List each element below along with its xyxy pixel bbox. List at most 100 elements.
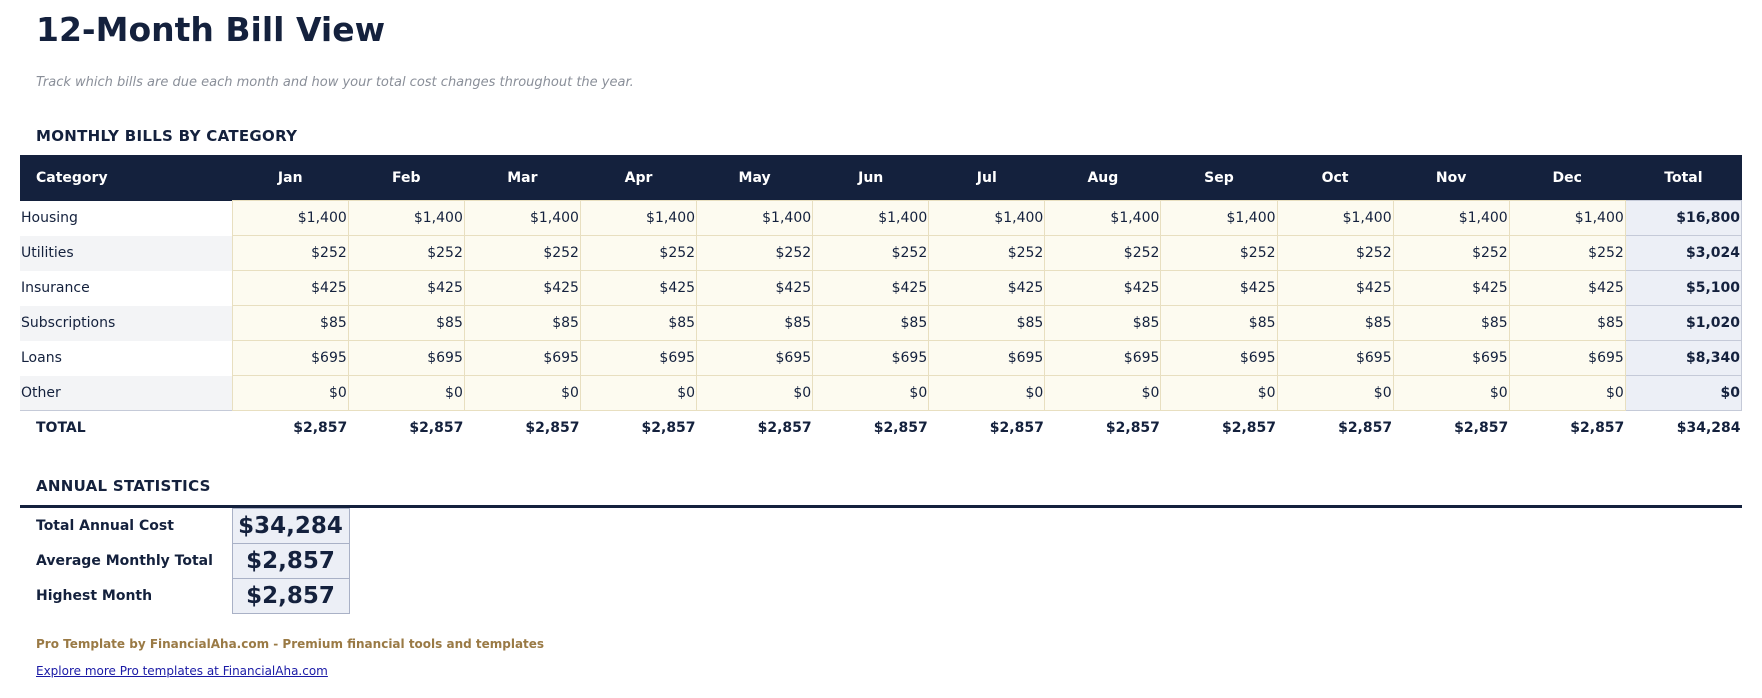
amount-cell: $252	[347, 235, 465, 271]
amount-cell: $1,400	[812, 200, 930, 236]
title: 12-Month Bill View	[36, 10, 386, 49]
amount-cell: $0	[579, 375, 698, 411]
amount-cell: $695	[1044, 340, 1162, 376]
amount-cell: $3,024	[1624, 235, 1743, 271]
amount-cell: $85	[579, 305, 698, 341]
category-cell: Housing	[20, 200, 233, 236]
amount-cell: $252	[696, 235, 814, 271]
column-header: Jun	[812, 155, 929, 201]
amount-cell: $252	[1508, 235, 1626, 271]
column-header: Dec	[1509, 155, 1626, 201]
amount-cell: $85	[928, 305, 1046, 341]
amount-cell: $1,400	[1508, 200, 1626, 236]
amount-cell: $0	[347, 375, 465, 411]
category-cell: Utilities	[20, 235, 233, 271]
amount-cell: $1,400	[928, 200, 1046, 236]
column-header: Mar	[464, 155, 581, 201]
amount-cell: $425	[1160, 270, 1278, 306]
amount-cell: $0	[1044, 375, 1162, 411]
category-cell: Subscriptions	[20, 305, 233, 341]
amount-cell: $0	[1276, 375, 1394, 411]
amount-cell: $425	[1392, 270, 1510, 306]
column-header: May	[696, 155, 813, 201]
amount-cell: $425	[928, 270, 1046, 306]
total-cell: $2,857	[1160, 410, 1278, 445]
section-heading: MONTHLY BILLS BY CATEGORY	[36, 127, 298, 145]
amount-cell: $252	[928, 235, 1046, 271]
amount-cell: $85	[231, 305, 349, 341]
amount-cell: $695	[1392, 340, 1510, 376]
footer-credit: Pro Template by FinancialAha.com - Premi…	[36, 637, 545, 651]
total-cell: $2,857	[580, 410, 697, 445]
amount-cell: $0	[696, 375, 814, 411]
amount-cell: $695	[1160, 340, 1278, 376]
amount-cell: $252	[1392, 235, 1510, 271]
category-cell: Insurance	[20, 270, 233, 306]
category-cell: Other	[20, 375, 233, 411]
total-label: TOTAL	[20, 410, 233, 445]
bill-row: Utilities $252 $252 $252 $252 $252 $252 $252 $25…	[20, 235, 1743, 271]
amount-cell: $1,400	[1276, 200, 1394, 236]
amount-cell: $425	[696, 270, 814, 306]
column-header: Feb	[348, 155, 465, 201]
stat-label: Total Annual Cost	[36, 518, 174, 534]
amount-cell: $425	[463, 270, 581, 306]
amount-cell: $85	[347, 305, 465, 341]
divider	[20, 505, 1742, 508]
amount-cell: $252	[1276, 235, 1394, 271]
subtitle: Track which bills are due each month and…	[36, 75, 634, 90]
amount-cell: $425	[812, 270, 930, 306]
total-cell: $2,857	[1393, 410, 1510, 445]
amount-cell: $1,400	[1044, 200, 1162, 236]
total-cell: $2,857	[1044, 410, 1161, 445]
column-header: Apr	[580, 155, 697, 201]
amount-cell: $1,400	[1160, 200, 1278, 236]
amount-cell: $0	[463, 375, 581, 411]
amount-cell: $0	[231, 375, 349, 411]
amount-cell: $252	[812, 235, 930, 271]
category-cell: Loans	[20, 340, 233, 376]
bill-row: Loans $695 $695 $695 $695 $695 $695 $695 $695 $69…	[20, 340, 1743, 376]
total-cell: $2,857	[1509, 410, 1626, 445]
header-row: Category Jan Feb Mar Apr May Jun Jul Aug Sep Oct No…	[20, 155, 1742, 201]
footer-link[interactable]: Explore more Pro templates at FinancialA…	[36, 664, 328, 678]
stat-label: Average Monthly Total	[36, 553, 213, 569]
total-cell: $2,857	[696, 410, 813, 445]
amount-cell: $85	[812, 305, 930, 341]
amount-cell: $16,800	[1624, 200, 1743, 236]
amount-cell: $425	[1508, 270, 1626, 306]
amount-cell: $85	[463, 305, 581, 341]
amount-cell: $85	[1160, 305, 1278, 341]
amount-cell: $695	[1508, 340, 1626, 376]
amount-cell: $85	[696, 305, 814, 341]
amount-cell: $695	[579, 340, 698, 376]
amount-cell: $695	[347, 340, 465, 376]
amount-cell: $85	[1044, 305, 1162, 341]
amount-cell: $1,400	[1392, 200, 1510, 236]
amount-cell: $425	[231, 270, 349, 306]
amount-cell: $0	[928, 375, 1046, 411]
amount-cell: $1,400	[347, 200, 465, 236]
amount-cell: $85	[1508, 305, 1626, 341]
column-header: Aug	[1044, 155, 1161, 201]
column-header: Total	[1625, 155, 1742, 201]
amount-cell: $85	[1392, 305, 1510, 341]
amount-cell: $0	[1624, 375, 1743, 411]
column-header: Jan	[232, 155, 349, 201]
column-header: Oct	[1277, 155, 1394, 201]
column-header: Category	[20, 155, 233, 201]
amount-cell: $1,400	[696, 200, 814, 236]
amount-cell: $425	[1044, 270, 1162, 306]
amount-cell: $85	[1276, 305, 1394, 341]
amount-cell: $252	[1160, 235, 1278, 271]
stat-label: Highest Month	[36, 588, 153, 604]
amount-cell: $252	[231, 235, 349, 271]
section-heading: ANNUAL STATISTICS	[36, 477, 211, 495]
amount-cell: $695	[696, 340, 814, 376]
stat-row: Highest Month $2,857	[20, 578, 350, 614]
amount-cell: $0	[1160, 375, 1278, 411]
stats-table: Total Annual Cost $34,284 Average Monthly …	[20, 508, 350, 614]
total-cell: $34,284	[1625, 410, 1742, 445]
total-cell: $2,857	[348, 410, 465, 445]
amount-cell: $0	[1392, 375, 1510, 411]
